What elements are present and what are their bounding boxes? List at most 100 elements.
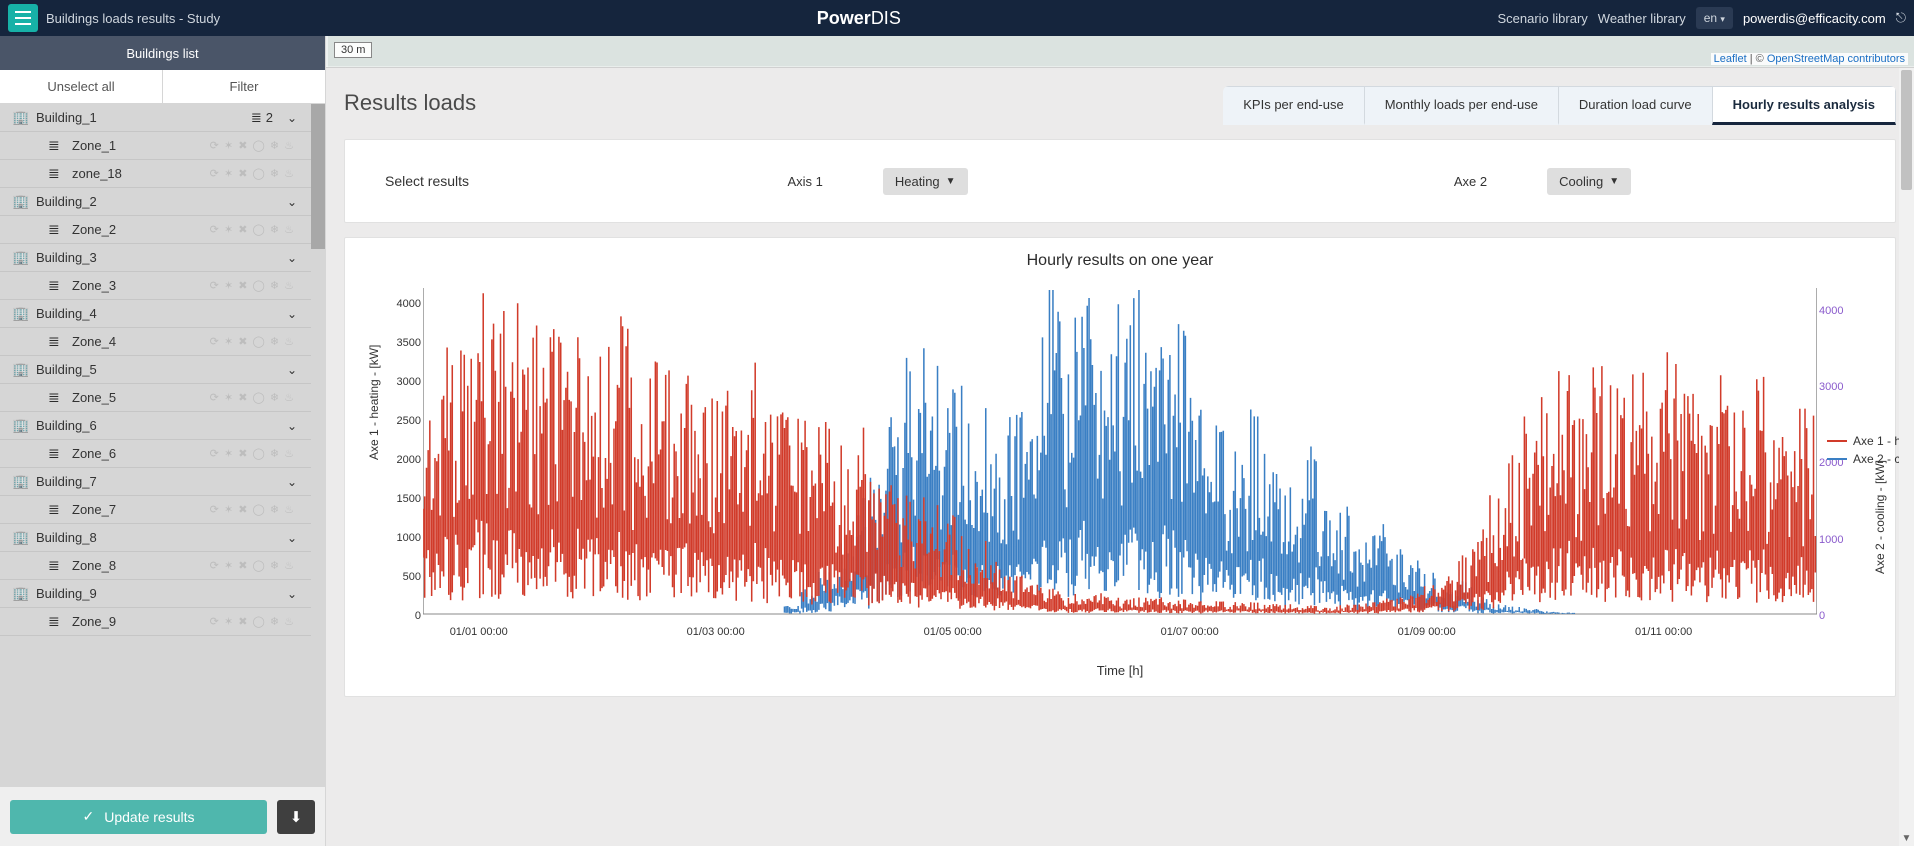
layers-icon: ≣ — [48, 165, 66, 182]
link-weather-library[interactable]: Weather library — [1598, 11, 1686, 26]
zone-row[interactable]: ≣Zone_4⟳ ✶ ✖ ◯ ❄ ♨ — [0, 328, 311, 356]
brand-suffix: DIS — [871, 8, 901, 28]
zone-status-icons: ⟳ ✶ ✖ ◯ ❄ ♨ — [210, 167, 303, 180]
zone-row[interactable]: ≣Zone_3⟳ ✶ ✖ ◯ ❄ ♨ — [0, 272, 311, 300]
filter-button[interactable]: Filter — [163, 70, 325, 103]
building-row[interactable]: 🏢 Building_4 ⌄ — [0, 300, 311, 328]
building-icon: 🏢 — [12, 529, 30, 546]
main-scrollbar[interactable]: ▲ ▼ — [1899, 68, 1914, 846]
zone-row[interactable]: ≣Zone_2⟳ ✶ ✖ ◯ ❄ ♨ — [0, 216, 311, 244]
zone-name: Zone_1 — [72, 138, 116, 153]
caret-down-icon: ▼ — [1609, 176, 1619, 187]
axis2-group: Axe 2 Cooling ▼ — [1230, 168, 1855, 195]
layers-icon: ≣ — [48, 221, 66, 238]
building-icon: 🏢 — [12, 361, 30, 378]
layers-icon: ≣ — [48, 389, 66, 406]
zone-row[interactable]: ≣Zone_6⟳ ✶ ✖ ◯ ❄ ♨ — [0, 440, 311, 468]
brand-prefix: Power — [817, 8, 871, 28]
bars-icon — [15, 11, 31, 25]
layers-icon: ≣ — [251, 110, 262, 126]
zone-name: Zone_5 — [72, 390, 116, 405]
sidebar-title: Buildings list — [0, 36, 325, 70]
building-row[interactable]: 🏢Building_5⌄ — [0, 356, 311, 384]
sidebar: Buildings list Unselect all Filter 🏢Buil… — [0, 36, 326, 846]
building-row[interactable]: 🏢Building_8⌄ — [0, 524, 311, 552]
building-name: Building_1 — [36, 110, 97, 125]
tab-monthly-loads-per-end-use[interactable]: Monthly loads per end-use — [1364, 86, 1559, 125]
expand-toggle[interactable]: ⌄ — [281, 107, 303, 129]
buildings-tree[interactable]: 🏢Building_1≣2⌄≣Zone_1⟳ ✶ ✖ ◯ ❄ ♨≣zone_18… — [0, 104, 325, 786]
axis1-dropdown[interactable]: Heating ▼ — [883, 168, 968, 195]
zone-row[interactable]: ≣Zone_7⟳ ✶ ✖ ◯ ❄ ♨ — [0, 496, 311, 524]
zone-name: Zone_6 — [72, 446, 116, 461]
building-row[interactable]: 🏢Building_2⌄ — [0, 188, 311, 216]
building-row[interactable]: 🏢Building_9⌄ — [0, 580, 311, 608]
link-scenario-library[interactable]: Scenario library — [1497, 11, 1587, 26]
zone-status-icons: ⟳ ✶ ✖ ◯ ❄ ♨ — [210, 391, 303, 404]
zone-row[interactable]: ≣Zone_8⟳ ✶ ✖ ◯ ❄ ♨ — [0, 552, 311, 580]
download-button[interactable]: ⬇ — [277, 800, 315, 834]
link-osm[interactable]: OpenStreetMap contributors — [1767, 53, 1905, 65]
zone-status-icons: ⟳ ✶ ✖ ◯ ❄ ♨ — [210, 503, 303, 516]
axis2-label: Axe 2 — [1454, 174, 1487, 189]
zone-row[interactable]: ≣Zone_1⟳ ✶ ✖ ◯ ❄ ♨ — [0, 132, 311, 160]
building-icon: 🏢 — [12, 193, 30, 210]
layers-icon: ≣ — [48, 333, 66, 350]
expand-toggle[interactable]: ⌄ — [281, 527, 303, 549]
zone-row[interactable]: ≣ Zone_5 ⟳ ✶ ✖ ◯ ❄ ♨ — [0, 384, 311, 412]
building-row[interactable]: 🏢Building_7⌄ — [0, 468, 311, 496]
update-results-button[interactable]: ✓ Update results — [10, 800, 267, 834]
building-row[interactable]: 🏢Building_6⌄ — [0, 412, 311, 440]
y1-ticks: 05001000150020002500300035004000 — [385, 288, 421, 616]
expand-toggle[interactable]: ⌄ — [281, 191, 303, 213]
user-email[interactable]: powerdis@efficacity.com — [1743, 11, 1886, 26]
expand-toggle[interactable]: ⌄ — [281, 471, 303, 493]
unselect-all-button[interactable]: Unselect all — [0, 70, 163, 103]
logout-icon[interactable]: ⎋ — [1896, 10, 1906, 26]
building-name: Building_6 — [36, 418, 97, 433]
tab-hourly-results-analysis[interactable]: Hourly results analysis — [1712, 86, 1896, 125]
building-name: Building_4 — [36, 306, 97, 321]
plot-area: Axe 1 - heatingAxe 2 - cooling — [423, 288, 1817, 616]
select-results-label: Select results — [385, 173, 525, 189]
link-leaflet[interactable]: Leaflet — [1714, 53, 1747, 65]
zone-row[interactable]: ≣zone_18⟳ ✶ ✖ ◯ ❄ ♨ — [0, 160, 311, 188]
scroll-thumb[interactable] — [1901, 70, 1912, 190]
results-header: Results loads KPIs per end-useMonthly lo… — [326, 68, 1914, 125]
expand-toggle[interactable]: ⌄ — [281, 303, 303, 325]
zone-status-icons: ⟳ ✶ ✖ ◯ ❄ ♨ — [210, 559, 303, 572]
scrollbar-thumb[interactable] — [311, 104, 325, 249]
check-icon: ✓ — [82, 808, 94, 825]
x-axis-label: Time [h] — [1097, 663, 1143, 678]
layers-icon: ≣ — [48, 445, 66, 462]
expand-toggle[interactable]: ⌄ — [281, 359, 303, 381]
building-row[interactable]: 🏢 Building_3 ⌄ — [0, 244, 311, 272]
map-strip[interactable]: 30 m Leaflet | © OpenStreetMap contribut… — [326, 36, 1914, 68]
attrib-separator: | © — [1747, 53, 1767, 65]
zone-row[interactable]: ≣Zone_9⟳ ✶ ✖ ◯ ❄ ♨ — [0, 608, 311, 636]
tab-kpis-per-end-use[interactable]: KPIs per end-use — [1223, 86, 1364, 125]
axis2-dropdown[interactable]: Cooling ▼ — [1547, 168, 1631, 195]
chart-title: Hourly results on one year — [345, 238, 1895, 270]
expand-toggle[interactable]: ⌄ — [281, 247, 303, 269]
menu-button[interactable] — [8, 4, 38, 32]
tabs-bar: KPIs per end-useMonthly loads per end-us… — [1223, 86, 1896, 125]
caret-down-icon: ▼ — [946, 176, 956, 187]
expand-toggle[interactable]: ⌄ — [281, 415, 303, 437]
breadcrumb: Buildings loads results - Study — [46, 11, 220, 26]
tab-duration-load-curve[interactable]: Duration load curve — [1558, 86, 1713, 125]
building-icon: 🏢 — [12, 249, 30, 266]
map-scale: 30 m — [334, 42, 372, 58]
download-icon: ⬇ — [290, 808, 303, 826]
building-name: Building_7 — [36, 474, 97, 489]
language-select[interactable]: en ▾ — [1696, 7, 1733, 29]
building-row[interactable]: 🏢Building_1≣2⌄ — [0, 104, 311, 132]
building-badge: ≣2 — [251, 110, 281, 126]
expand-toggle[interactable]: ⌄ — [281, 583, 303, 605]
scroll-down-icon[interactable]: ▼ — [1899, 831, 1914, 846]
building-icon: 🏢 — [12, 585, 30, 602]
layers-icon: ≣ — [48, 613, 66, 630]
building-icon: 🏢 — [12, 305, 30, 322]
building-name: Building_3 — [36, 250, 97, 265]
brand: PowerDIS — [220, 8, 1497, 29]
